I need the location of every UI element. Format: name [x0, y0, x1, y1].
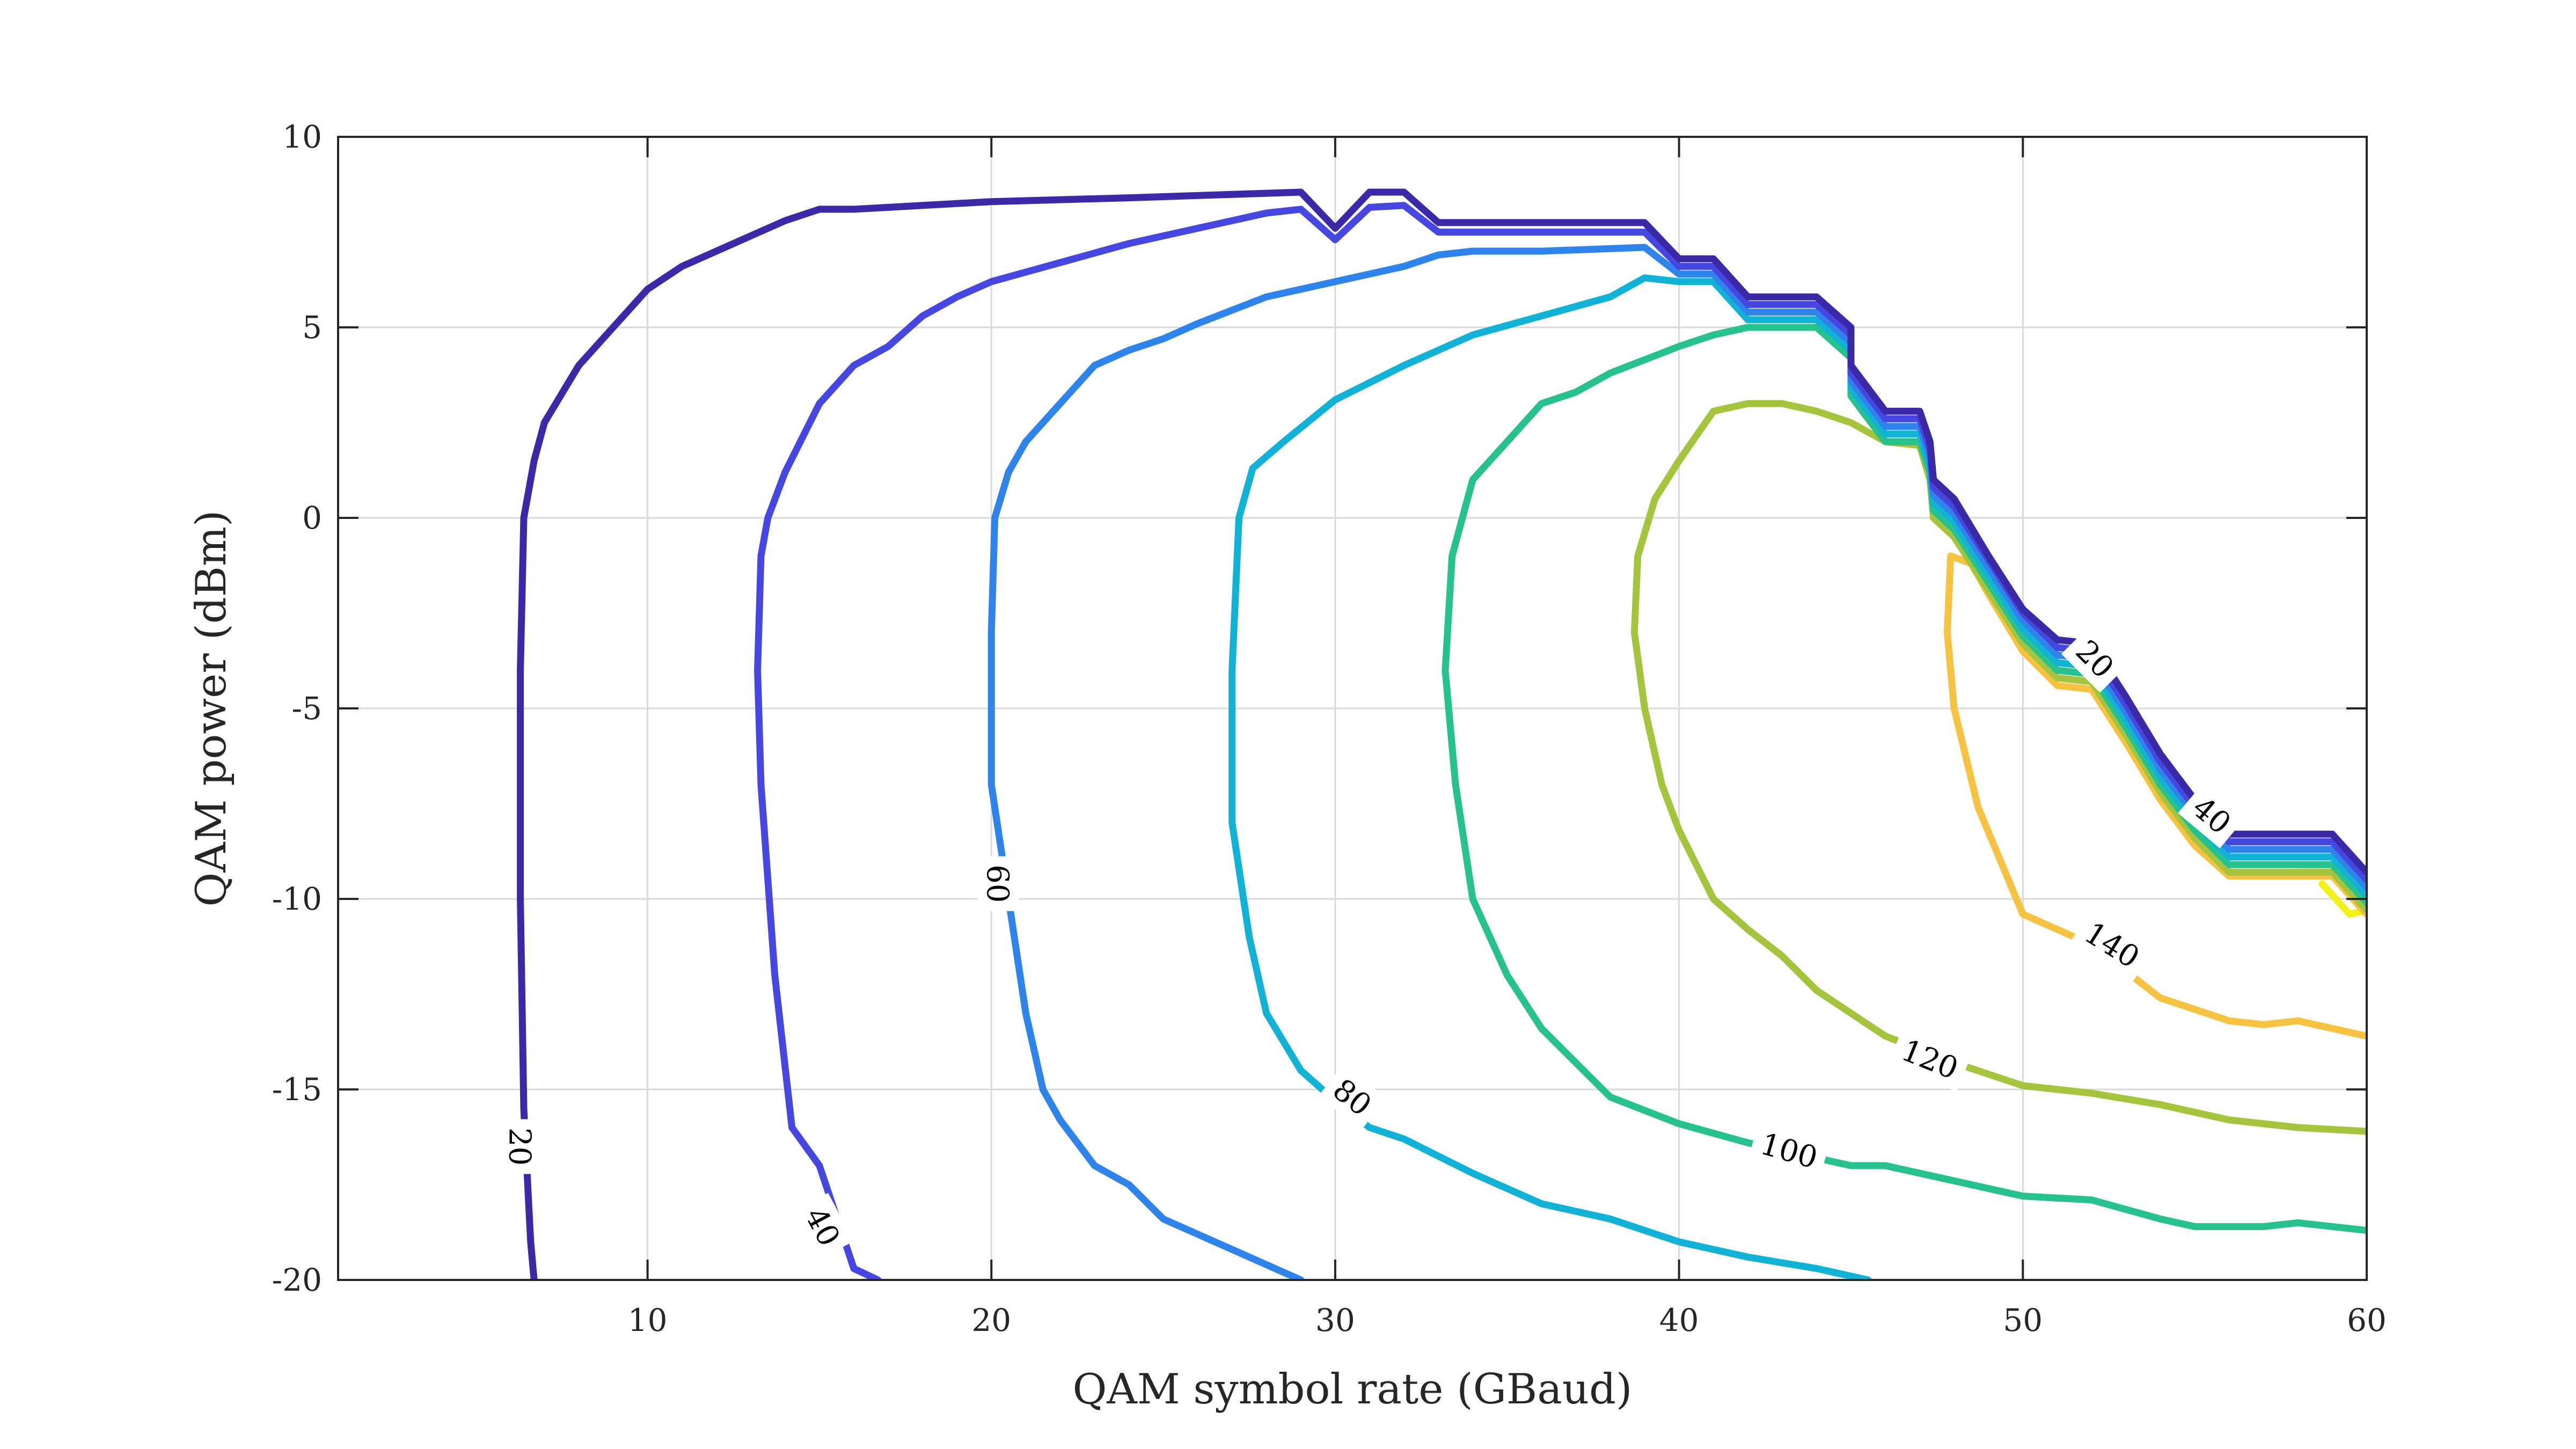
contour-label-background — [2178, 781, 2246, 848]
y-axis-label: QAM power (dBm) — [187, 510, 236, 907]
contour-label-group: 120 — [1888, 1026, 1972, 1092]
y-tick-label: -5 — [292, 690, 323, 727]
contour-label-group: 80 — [1318, 1064, 1387, 1130]
contour-line-140 — [1943, 552, 2367, 1040]
contour-label-group: 140 — [2070, 908, 2155, 982]
contour-label-background — [2070, 908, 2155, 982]
contour-label: 20 — [502, 1128, 537, 1166]
contour-line-80 — [1228, 274, 2367, 1280]
contour-line-100 — [1441, 324, 2367, 1234]
contour-lines — [517, 188, 2367, 1280]
y-tick-label: 10 — [282, 119, 322, 155]
contour-label-background — [1888, 1026, 1972, 1092]
contour-line-20 — [517, 188, 2367, 1280]
contour-label-background — [500, 1119, 541, 1174]
x-tick-label: 10 — [628, 1302, 668, 1338]
contour-label-group: 20 — [500, 1119, 541, 1174]
y-tick-label: -20 — [272, 1262, 322, 1298]
y-tick-label: 0 — [302, 500, 322, 536]
x-tick-label: 40 — [1659, 1302, 1699, 1338]
contour-label: 100 — [1757, 1126, 1821, 1176]
y-tick-label: -10 — [272, 881, 322, 917]
axis-ticks: 10 20 30 40 50 60 -20 -15 -10 -5 0 5 10 — [272, 119, 2387, 1338]
contour-label-background — [2061, 625, 2129, 693]
x-tick-label: 30 — [1315, 1302, 1355, 1338]
y-tick-label: -15 — [272, 1071, 322, 1108]
contour-label-background — [1747, 1121, 1831, 1181]
contour-label-group: 60 — [978, 856, 1019, 911]
contour-line-40 — [754, 202, 2367, 1280]
x-axis-label: QAM symbol rate (GBaud) — [1073, 1365, 1633, 1414]
y-tick-label: 5 — [302, 309, 322, 346]
contour-line-60 — [987, 244, 2367, 1280]
contour-label-background — [792, 1192, 854, 1261]
x-tick-label: 20 — [971, 1302, 1011, 1338]
contour-label: 60 — [980, 865, 1015, 903]
contour-label-background — [1318, 1064, 1387, 1130]
contour-label-group: 100 — [1747, 1121, 1831, 1181]
contour-label-background — [978, 856, 1019, 911]
x-tick-label: 50 — [2003, 1302, 2043, 1338]
x-tick-label: 60 — [2347, 1302, 2387, 1338]
